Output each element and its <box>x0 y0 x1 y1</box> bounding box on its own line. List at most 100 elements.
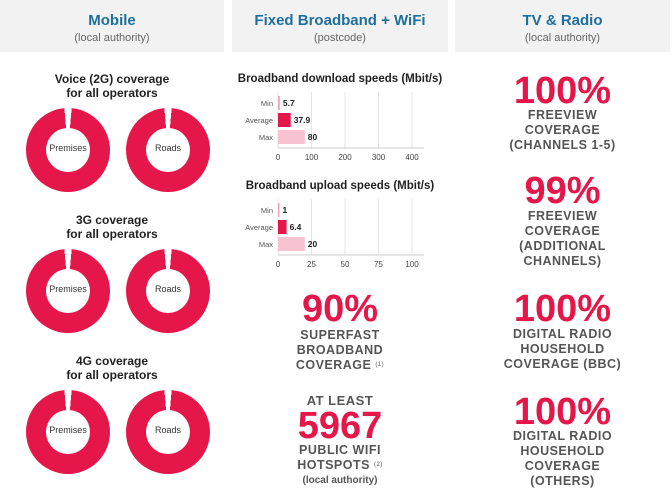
label-line: FREEVIEW <box>527 209 598 223</box>
bar-average <box>278 113 291 127</box>
donut-label: Premises <box>49 284 87 294</box>
x-tick-label: 200 <box>338 153 352 162</box>
category-label: Max <box>259 240 273 249</box>
donut-label: Roads <box>154 284 181 294</box>
label-line: DIGITAL RADIO <box>512 429 613 443</box>
superfast-line3: COVERAGE <box>295 358 372 372</box>
label-line: HOUSEHOLD <box>520 444 605 458</box>
category-label: Min <box>261 206 273 215</box>
tv-column: TV & Radio (local authority) 100% FREEVI… <box>455 0 670 488</box>
bar-value-label: 80 <box>308 132 318 142</box>
category-label: Average <box>245 116 273 125</box>
tv-title: TV & Radio <box>522 12 603 29</box>
tv-subtitle: (local authority) <box>524 32 601 44</box>
label-line: (ADDITIONAL <box>519 239 606 253</box>
x-tick-label: 100 <box>305 153 319 162</box>
wifi-footnote: (2) <box>373 462 383 468</box>
voice-title-line1: Voice (2G) coverage <box>54 72 170 86</box>
radio-bbc-label: DIGITAL RADIO HOUSEHOLD COVERAGE (BBC) <box>455 327 670 372</box>
x-tick-label: 75 <box>374 260 383 269</box>
wifi-label: PUBLIC WIFI HOTSPOTS (2) (local authorit… <box>232 443 448 488</box>
label-line: FREEVIEW <box>527 108 598 122</box>
mobile-title: Mobile <box>88 12 136 29</box>
x-tick-label: 0 <box>276 260 281 269</box>
4g-premises-donut: Premises <box>26 390 110 474</box>
upload-speed-chart: 0 25 50 75 100 Min 1 Average 6.4 Max 20 <box>245 199 424 269</box>
radio-others-label: DIGITAL RADIO HOUSEHOLD COVERAGE (OTHERS… <box>455 429 670 489</box>
3g-premises-donut: Premises <box>26 249 110 333</box>
download-speed-chart: 0 100 200 300 400 Min 5.7 Average 37.9 Max 80 <box>245 92 424 162</box>
wifi-line2-wrap: HOTSPOTS (2) <box>232 458 448 473</box>
freeview-main-label: FREEVIEW COVERAGE (CHANNELS 1-5) <box>455 108 670 153</box>
superfast-percentage: 90% <box>301 288 379 330</box>
broadband-subtitle: (postcode) <box>314 32 366 44</box>
superfast-line3-wrap: COVERAGE (1) <box>232 358 448 373</box>
bar-value-label: 1 <box>283 205 288 215</box>
wifi-line3: (local authority) <box>302 475 378 486</box>
wifi-prefix: AT LEAST <box>306 393 374 408</box>
voice-premises-donut: Premises <box>26 108 110 192</box>
label-line: COVERAGE <box>524 459 601 473</box>
x-tick-label: 400 <box>405 153 419 162</box>
mobile-column: Mobile (local authority) Voice (2G) cove… <box>0 0 224 488</box>
freeview-main-percentage: 100% <box>513 70 612 112</box>
wifi-hotspot-count: 5967 <box>297 405 383 447</box>
label-line: COVERAGE <box>524 123 601 137</box>
label-line: HOUSEHOLD <box>520 342 605 356</box>
category-label: Average <box>245 223 273 232</box>
mobile-subtitle: (local authority) <box>74 32 150 44</box>
bar-value-label: 6.4 <box>290 222 302 232</box>
x-tick-label: 0 <box>276 153 281 162</box>
bar-average <box>278 220 287 234</box>
donut-label: Roads <box>154 143 181 153</box>
voice-title-line2: for all operators <box>66 86 158 100</box>
donut-label: Roads <box>154 425 181 435</box>
category-label: Max <box>259 133 273 142</box>
tv-header: TV & Radio (local authority) <box>455 0 670 52</box>
superfast-footnote: (1) <box>375 362 385 368</box>
label-line: CHANNELS) <box>523 254 602 268</box>
voice-roads-donut: Roads <box>126 108 210 192</box>
label-line: COVERAGE (BBC) <box>503 357 622 371</box>
x-tick-label: 25 <box>307 260 316 269</box>
bar-value-label: 5.7 <box>283 98 295 108</box>
label-line: (CHANNELS 1-5) <box>509 138 616 152</box>
mobile-header: Mobile (local authority) <box>0 0 224 52</box>
broadband-title: Fixed Broadband + WiFi <box>254 12 426 29</box>
voice-coverage-title: Voice (2G) coverage for all operators <box>0 72 224 100</box>
x-tick-label: 300 <box>372 153 386 162</box>
bar-value-label: 37.9 <box>294 115 311 125</box>
download-chart-title: Broadband download speeds (Mbit/s) <box>237 73 443 85</box>
4g-roads-donut: Roads <box>126 390 210 474</box>
donut-label: Premises <box>49 425 87 435</box>
superfast-label: SUPERFAST BROADBAND COVERAGE (1) <box>232 328 448 373</box>
label-line: DIGITAL RADIO <box>512 327 613 341</box>
donut-label: Premises <box>49 143 87 153</box>
bar-min <box>278 96 280 110</box>
wifi-line1: PUBLIC WIFI <box>299 443 381 457</box>
broadband-header: Fixed Broadband + WiFi (postcode) <box>232 0 448 52</box>
x-tick-label: 100 <box>405 260 419 269</box>
3g-roads-donut: Roads <box>126 249 210 333</box>
4g-coverage-title: 4G coverage for all operators <box>0 354 224 382</box>
bar-max <box>278 130 305 144</box>
wifi-line2: HOTSPOTS <box>297 458 370 472</box>
label-line: COVERAGE <box>524 224 601 238</box>
freeview-additional-percentage: 99% <box>524 170 601 212</box>
4g-title-line1: 4G coverage <box>75 354 149 368</box>
broadband-column: Fixed Broadband + WiFi (postcode) Broadb… <box>232 0 448 488</box>
superfast-line2: BROADBAND <box>296 343 384 357</box>
radio-others-percentage: 100% <box>513 391 612 433</box>
bar-value-label: 20 <box>308 239 318 249</box>
radio-bbc-percentage: 100% <box>513 288 612 330</box>
x-tick-label: 50 <box>341 260 350 269</box>
3g-coverage-title: 3G coverage for all operators <box>0 213 224 241</box>
superfast-line1: SUPERFAST <box>300 328 380 342</box>
4g-title-line2: for all operators <box>66 368 158 382</box>
3g-title-line1: 3G coverage <box>75 213 149 227</box>
bar-max <box>278 237 305 251</box>
category-label: Min <box>261 99 273 108</box>
label-line: (OTHERS) <box>530 474 595 488</box>
upload-chart-title: Broadband upload speeds (Mbit/s) <box>245 180 435 192</box>
freeview-additional-label: FREEVIEW COVERAGE (ADDITIONAL CHANNELS) <box>455 209 670 269</box>
